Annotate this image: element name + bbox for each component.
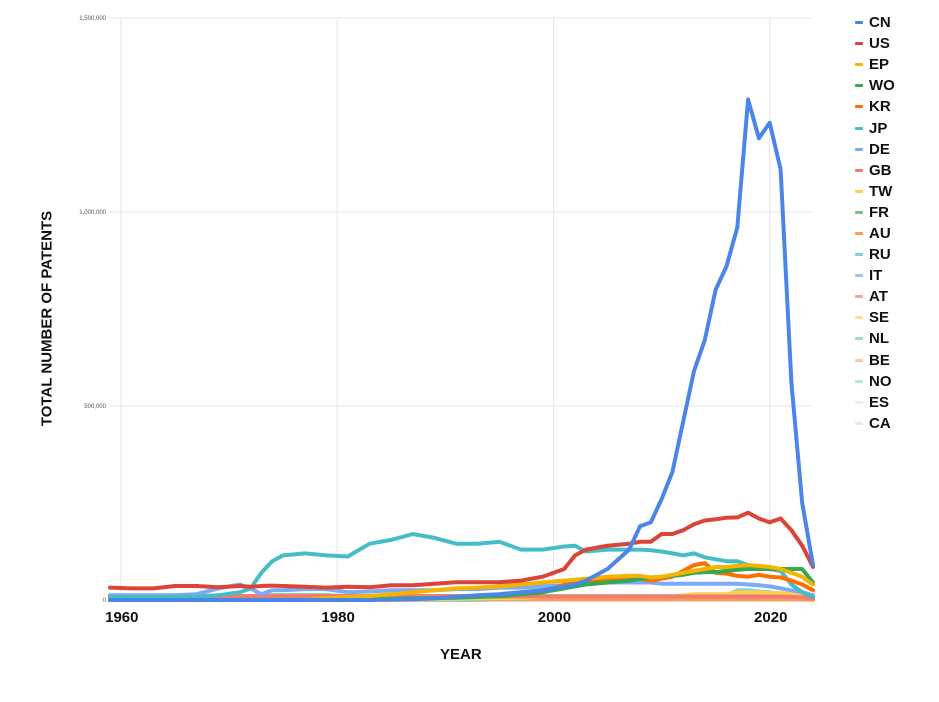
legend-label: KR: [869, 98, 891, 116]
legend-item-gb[interactable]: GB: [855, 160, 895, 181]
y-tick-label: 1,000,000: [79, 210, 106, 216]
legend-label: RU: [869, 246, 891, 264]
legend-item-no[interactable]: NO: [855, 371, 895, 392]
legend-item-kr[interactable]: KR: [855, 96, 895, 117]
legend-label: GB: [869, 161, 892, 179]
legend-swatch-icon: [855, 421, 863, 425]
legend-swatch-icon: [855, 105, 863, 109]
legend-item-fr[interactable]: FR: [855, 202, 895, 223]
y-axis-ticks: 0 500,000 1,000,000 1,500,000: [79, 16, 106, 604]
legend-swatch-icon: [855, 295, 863, 299]
legend-item-be[interactable]: BE: [855, 350, 895, 371]
y-tick-label: 1,500,000: [79, 16, 106, 22]
y-axis-label: TOTAL NUMBER OF PATENTS: [38, 210, 56, 427]
legend-label: WO: [869, 77, 895, 95]
x-axis-label: YEAR: [440, 646, 482, 663]
legend-swatch-icon: [855, 231, 863, 235]
x-axis-ticks: 1960 1980 2000 2020: [105, 609, 787, 626]
legend-label: ES: [869, 393, 890, 411]
series-gb: [108, 594, 815, 601]
y-tick-label: 0: [103, 598, 107, 604]
legend-swatch-icon: [855, 253, 863, 257]
chart-legend: CN US EP WO KR JP DE GB TW FR AU RU IT AT SE NL BE NO ES CA: [855, 12, 895, 434]
legend-item-de[interactable]: DE: [855, 139, 895, 160]
legend-swatch-icon: [855, 63, 863, 67]
legend-item-at[interactable]: AT: [855, 286, 895, 307]
legend-label: US: [869, 35, 890, 53]
legend-item-us[interactable]: US: [855, 33, 895, 54]
legend-item-wo[interactable]: WO: [855, 75, 895, 96]
legend-item-ep[interactable]: EP: [855, 54, 895, 75]
legend-swatch-icon: [855, 42, 863, 46]
legend-label: IT: [869, 267, 883, 285]
legend-swatch-icon: [855, 274, 863, 278]
x-tick-label: 1960: [105, 609, 138, 626]
legend-label: NO: [869, 372, 892, 390]
x-tick-label: 2020: [754, 609, 787, 626]
series-de: [108, 580, 815, 598]
legend-item-au[interactable]: AU: [855, 223, 895, 244]
legend-swatch-icon: [855, 168, 863, 172]
series-lines: [108, 97, 815, 602]
legend-label: FR: [869, 203, 889, 221]
legend-label: TW: [869, 182, 893, 200]
legend-label: CN: [869, 14, 891, 32]
legend-swatch-icon: [855, 21, 863, 25]
legend-label: EP: [869, 56, 890, 74]
legend-swatch-icon: [855, 316, 863, 320]
legend-label: AT: [869, 288, 888, 306]
y-tick-label: 500,000: [84, 404, 106, 410]
legend-item-es[interactable]: ES: [855, 392, 895, 413]
series-us: [108, 510, 815, 591]
x-tick-label: 1980: [321, 609, 354, 626]
legend-label: JP: [869, 119, 888, 137]
legend-label: SE: [869, 309, 890, 327]
legend-item-ca[interactable]: CA: [855, 413, 895, 434]
legend-label: AU: [869, 224, 891, 242]
legend-swatch-icon: [855, 84, 863, 88]
legend-swatch-icon: [855, 400, 863, 404]
gridlines: [110, 17, 813, 601]
legend-item-it[interactable]: IT: [855, 265, 895, 286]
legend-item-cn[interactable]: CN: [855, 12, 895, 33]
legend-label: CA: [869, 414, 891, 432]
legend-label: BE: [869, 351, 890, 369]
legend-label: NL: [869, 330, 889, 348]
legend-swatch-icon: [855, 126, 863, 130]
series-cn: [108, 97, 815, 602]
legend-item-ru[interactable]: RU: [855, 244, 895, 265]
legend-swatch-icon: [855, 358, 863, 362]
legend-swatch-icon: [855, 379, 863, 383]
series-jp: [108, 532, 815, 599]
legend-swatch-icon: [855, 337, 863, 341]
x-tick-label: 2000: [538, 609, 571, 626]
legend-item-jp[interactable]: JP: [855, 117, 895, 138]
legend-item-se[interactable]: SE: [855, 307, 895, 328]
legend-label: DE: [869, 140, 890, 158]
legend-swatch-icon: [855, 147, 863, 151]
legend-item-nl[interactable]: NL: [855, 328, 895, 349]
legend-swatch-icon: [855, 210, 863, 214]
legend-swatch-icon: [855, 189, 863, 193]
legend-item-tw[interactable]: TW: [855, 181, 895, 202]
